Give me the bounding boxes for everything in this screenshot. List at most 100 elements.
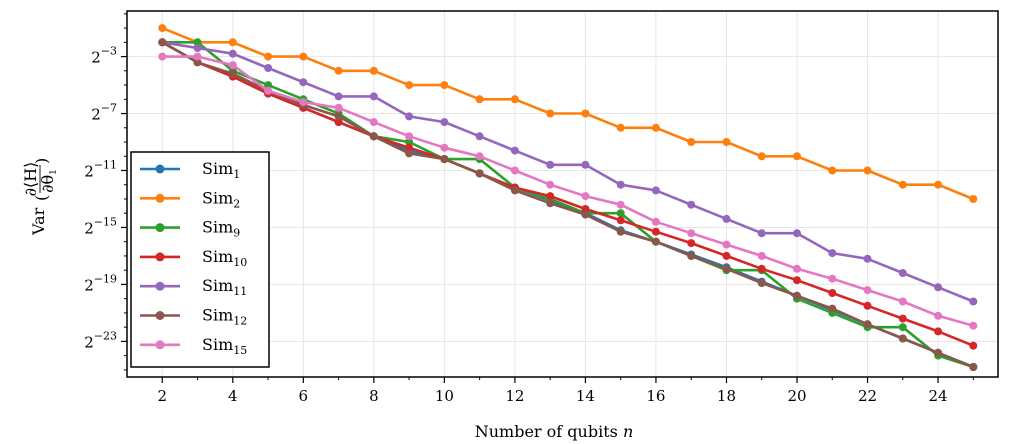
- data-point-sim10: [757, 264, 766, 273]
- data-point-sim12: [828, 304, 837, 313]
- data-point-sim9: [264, 81, 273, 90]
- data-point-sim10: [898, 314, 907, 323]
- data-point-sim11: [969, 297, 978, 306]
- legend-marker-sim2: [155, 193, 165, 203]
- data-point-sim12: [581, 210, 590, 219]
- data-point-sim2: [757, 152, 766, 161]
- legend-marker-sim9: [155, 223, 165, 233]
- data-point-sim12: [475, 169, 484, 178]
- y-tick-label: 2−3: [91, 45, 117, 67]
- data-point-sim11: [757, 229, 766, 238]
- data-point-sim2: [898, 180, 907, 189]
- data-point-sim15: [369, 118, 378, 127]
- data-point-sim11: [193, 44, 202, 52]
- x-axis-label: Number of qubits n: [475, 422, 634, 441]
- data-point-sim10: [863, 301, 872, 310]
- data-point-sim15: [828, 274, 837, 283]
- data-point-sim15: [934, 311, 943, 320]
- data-point-sim12: [440, 155, 449, 164]
- data-point-sim11: [475, 132, 484, 141]
- data-point-sim12: [334, 112, 343, 121]
- x-tick-label: 4: [228, 387, 238, 405]
- data-point-sim15: [546, 180, 555, 189]
- data-point-sim15: [651, 217, 660, 226]
- x-tick-label: 18: [717, 387, 736, 405]
- data-point-sim12: [405, 149, 414, 158]
- data-point-sim15: [440, 143, 449, 152]
- plot-frame: [126, 10, 999, 378]
- data-point-sim15: [475, 152, 484, 161]
- data-point-sim15: [863, 286, 872, 295]
- data-point-sim2: [687, 138, 696, 146]
- data-point-sim11: [546, 160, 555, 169]
- data-point-sim12: [863, 320, 872, 329]
- data-point-sim10: [546, 192, 555, 201]
- data-point-sim12: [898, 334, 907, 343]
- data-point-sim10: [651, 227, 660, 236]
- y-axis-ticks: 2−3 2−7 2−11 2−15 2−19 2−23: [84, 13, 127, 371]
- x-tick-label: 24: [929, 387, 948, 405]
- data-point-sim2: [299, 52, 308, 61]
- legend: Sim1 Sim2 Sim9 Sim10 Sim11 Sim12 Sim15: [130, 151, 270, 368]
- data-point-sim12: [969, 363, 978, 371]
- data-point-sim2: [828, 166, 837, 175]
- data-point-sim15: [158, 52, 167, 61]
- data-point-sim10: [793, 276, 801, 285]
- data-point-sim11: [616, 180, 625, 189]
- data-point-sim10: [722, 251, 731, 260]
- legend-label-sim11: Sim11: [202, 276, 247, 298]
- data-point-sim2: [228, 38, 237, 47]
- x-tick-label: 12: [505, 387, 524, 405]
- data-point-sim12: [722, 264, 731, 273]
- x-tick-label: 22: [858, 387, 877, 405]
- data-point-sim10: [969, 341, 978, 350]
- data-point-sim12: [546, 199, 555, 208]
- legend-label-sim10: Sim10: [202, 247, 247, 269]
- data-point-sim10: [934, 327, 943, 336]
- data-point-sim2: [334, 66, 343, 75]
- data-point-sim11: [863, 254, 872, 263]
- data-point-sim11: [299, 78, 308, 87]
- data-point-sim15: [228, 61, 237, 70]
- x-tick-label: 16: [646, 387, 665, 405]
- data-point-sim15: [510, 166, 519, 175]
- series-line-sim9: [162, 40, 974, 369]
- data-point-sim2: [546, 109, 555, 118]
- data-point-sim12: [193, 58, 202, 67]
- data-point-sim2: [264, 52, 273, 61]
- data-point-sim2: [158, 24, 167, 33]
- data-point-sim12: [757, 279, 766, 287]
- data-point-sim11: [264, 64, 273, 72]
- data-point-sim9: [616, 209, 625, 218]
- data-point-sim15: [687, 229, 696, 238]
- series-lines: [158, 24, 978, 371]
- data-point-sim10: [405, 143, 414, 152]
- data-point-sim15: [193, 52, 202, 61]
- y-tick-label: 2−23: [84, 329, 117, 351]
- data-point-sim11: [510, 146, 519, 155]
- data-point-sim11: [334, 92, 343, 101]
- legend-box: [130, 151, 270, 368]
- data-point-sim12: [369, 132, 378, 141]
- y-axis-label: Var ( ∂⟨H⟩ ∂θ1 ): [21, 158, 59, 236]
- legend-marker-sim1: [155, 164, 165, 174]
- data-point-sim10: [687, 239, 696, 248]
- data-point-sim10: [616, 216, 625, 225]
- data-point-sim11: [581, 160, 590, 169]
- legend-marker-sim15: [155, 340, 165, 350]
- data-point-sim9: [193, 38, 202, 47]
- svg-text:(: (: [32, 195, 51, 201]
- data-point-sim12: [616, 227, 625, 236]
- data-point-sim10: [334, 118, 343, 127]
- data-point-sim15: [793, 264, 801, 273]
- data-point-sim12: [687, 251, 696, 260]
- data-point-sim10: [828, 289, 837, 297]
- data-point-sim11: [687, 200, 696, 209]
- data-point-sim11: [722, 214, 731, 223]
- data-point-sim11: [369, 92, 378, 101]
- data-point-sim2: [722, 138, 731, 146]
- data-point-sim12: [793, 291, 801, 300]
- y-tick-label: 2−19: [84, 272, 117, 294]
- data-point-sim2: [616, 123, 625, 132]
